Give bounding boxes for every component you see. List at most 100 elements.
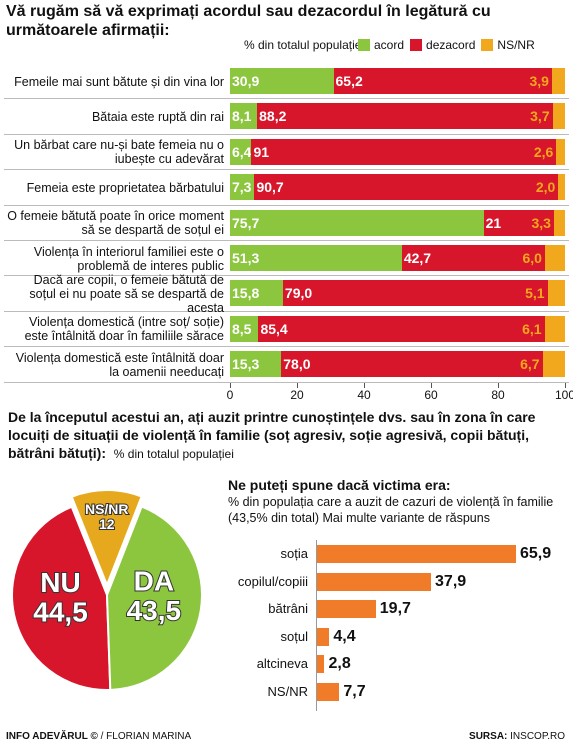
bar-segment	[558, 174, 565, 201]
row-separator	[4, 381, 569, 383]
bar-segment	[544, 315, 565, 342]
legend-label: NS/NR	[497, 38, 535, 52]
legend-swatch	[481, 39, 494, 51]
x-tick-label: 20	[290, 387, 304, 402]
slice-category: NS/NR	[85, 501, 129, 517]
tick-mark	[297, 382, 298, 388]
value-label: 3,3	[531, 214, 551, 231]
bar-segment	[547, 280, 565, 307]
x-tick-label: 80	[491, 387, 505, 402]
category-label: Femeile mai sunt bătute și din vina lor	[14, 74, 224, 89]
value-label: 75,7	[232, 214, 260, 231]
chart-subtitle: % din populația care a auzit de cazuri d…	[228, 495, 554, 525]
value-label: 65,9	[520, 545, 552, 562]
value-label: 4,4	[333, 627, 356, 645]
slice-value: 43,5	[127, 595, 182, 626]
value-label: 15,3	[232, 356, 260, 373]
x-tick-label: 0	[226, 387, 234, 402]
category-label: soțul	[280, 628, 308, 644]
bar-segment	[251, 138, 557, 165]
value-label: 6,4	[232, 143, 252, 160]
legend-item: dezacord	[410, 38, 475, 52]
value-label: 2,0	[535, 179, 556, 196]
bar-segment	[542, 351, 565, 378]
category-label: Violența domestică este întâlnită doar l…	[15, 350, 224, 379]
row-separator	[4, 310, 569, 312]
pie-slice	[105, 505, 203, 691]
axis-line	[316, 540, 317, 711]
author: / FLORIAN MARINA	[100, 731, 192, 742]
slice-category: NU	[40, 567, 80, 598]
slice-value: 12	[99, 516, 115, 532]
tick-mark	[431, 382, 432, 388]
bar-segment	[254, 174, 559, 201]
chart-title: Vă rugăm să vă exprimați acordul sau dez…	[6, 3, 491, 39]
source: INSCOP.RO	[510, 731, 565, 742]
legend-item: acord	[358, 38, 404, 52]
bar-segment	[551, 68, 565, 94]
value-label: 37,9	[435, 572, 467, 590]
value-label: 6,0	[522, 250, 542, 266]
value-label: 3,7	[530, 108, 550, 125]
category-label: copilul/copiii	[237, 573, 308, 589]
slice-category: DA	[134, 565, 174, 596]
value-label: 21	[485, 214, 502, 231]
bar-segment	[230, 174, 255, 201]
category-label: Dacă are copii, o femeie bătută de soțul…	[29, 273, 224, 316]
value-label: 8,5	[232, 320, 252, 337]
category-label: bătrâni	[268, 601, 308, 616]
row-separator	[4, 169, 569, 171]
value-label: 2,6	[533, 143, 554, 160]
value-label: 65,2	[335, 73, 363, 89]
category-label: Un bărbat care nu-și bate femeia nu o iu…	[14, 138, 224, 167]
value-label: 88,2	[259, 108, 287, 125]
legend-swatch	[410, 39, 423, 51]
value-label: 78,0	[283, 356, 311, 373]
category-label: O femeie bătută poate în orice moment să…	[7, 209, 224, 238]
bar-segment	[544, 245, 565, 271]
bar	[316, 655, 325, 673]
category-label: Violența în interiorul familiei este o p…	[33, 244, 224, 273]
row-separator	[4, 240, 569, 241]
value-label: 7,7	[343, 682, 366, 700]
bar-segment	[282, 280, 548, 307]
value-label: 79,0	[284, 285, 313, 302]
bar-segment	[230, 138, 252, 165]
bar-segment	[230, 280, 283, 307]
bar-segment	[281, 351, 543, 378]
row-separator	[4, 98, 569, 100]
tick-mark	[565, 382, 566, 388]
chart-subtitle: % din totalul populației	[113, 447, 234, 461]
row-separator	[4, 133, 569, 135]
value-label: 7,3	[232, 179, 252, 196]
legend-item: NS/NR	[481, 38, 535, 52]
bar-segment	[230, 315, 259, 342]
bar-segment	[556, 138, 565, 165]
bar	[316, 682, 340, 701]
category-label: Bătaia este ruptă din rai	[91, 110, 224, 125]
category-label: Violența domestică (intre soț/ soție) es…	[24, 315, 224, 344]
x-tick-label: 100	[554, 387, 573, 402]
chart-subtitle: % din totalul populației	[244, 38, 365, 52]
category-label: altcineva	[256, 656, 308, 671]
value-label: 6,7	[520, 356, 540, 373]
value-label: 42,7	[403, 250, 432, 266]
section-title: De la începutul acestui an, ați auzit pr…	[8, 408, 568, 463]
pie-slice	[70, 489, 143, 588]
bar-segment	[258, 315, 545, 342]
value-label: 51,3	[232, 250, 260, 266]
chart-title: De la începutul acestui an, ați auzit pr…	[8, 409, 536, 461]
bar	[316, 545, 516, 563]
bar-segment	[333, 68, 552, 94]
tick-mark	[364, 382, 365, 388]
bar	[316, 600, 376, 618]
bar-segment	[230, 68, 334, 94]
value-label: 30,9	[232, 73, 260, 89]
bar	[316, 627, 330, 646]
category-label: Femeia este proprietatea bărbatului	[26, 180, 224, 195]
tick-mark	[498, 382, 499, 388]
source-label: SURSA:	[469, 731, 508, 742]
bar-segment	[230, 103, 258, 130]
value-label: 5,1	[525, 285, 545, 302]
